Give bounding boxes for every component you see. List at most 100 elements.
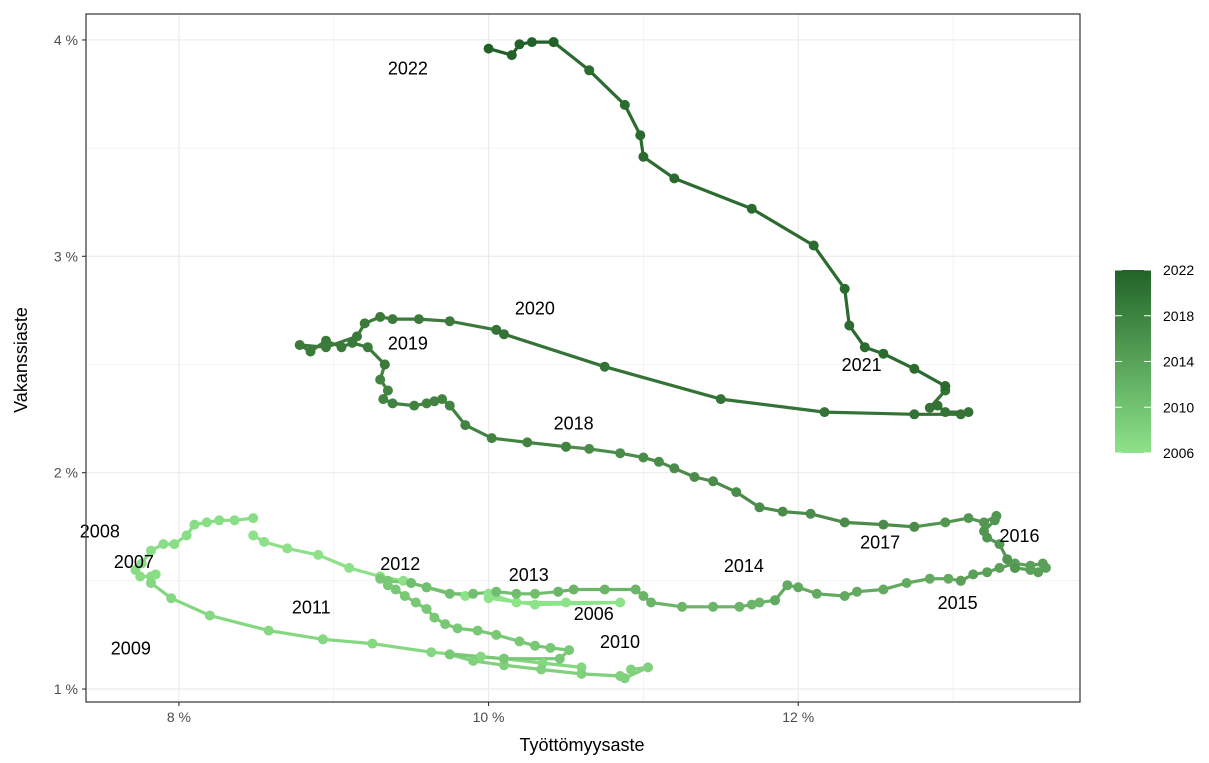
data-point <box>362 342 373 353</box>
data-point <box>526 37 537 48</box>
data-point <box>940 407 951 418</box>
data-point <box>808 240 819 251</box>
y-tick-label: 2 % <box>54 465 78 481</box>
year-label-2012: 2012 <box>380 554 420 574</box>
colorbar-legend: 2006 2010 2014 2018 2022 <box>1115 262 1194 461</box>
data-point <box>530 588 540 599</box>
data-point <box>387 314 398 325</box>
data-point <box>909 521 920 532</box>
data-point <box>615 671 626 681</box>
data-point <box>708 476 719 487</box>
data-point <box>390 584 401 595</box>
data-point <box>878 584 889 595</box>
data-point <box>793 582 804 593</box>
data-point <box>1033 567 1044 578</box>
data-point <box>444 649 455 660</box>
data-point <box>1040 562 1051 573</box>
data-point <box>979 517 989 528</box>
year-label-2022: 2022 <box>388 59 428 79</box>
year-label-2020: 2020 <box>515 299 555 319</box>
data-point <box>429 612 440 623</box>
data-point <box>561 441 571 452</box>
data-point <box>460 420 471 431</box>
colorbar-label: 2018 <box>1163 308 1194 324</box>
data-point <box>746 599 757 610</box>
data-point <box>413 314 424 325</box>
x-tick-label: 10 % <box>473 709 505 725</box>
year-label-2011: 2011 <box>292 597 331 617</box>
data-point <box>994 539 1005 550</box>
data-point <box>352 331 362 342</box>
data-point <box>635 130 646 141</box>
data-point <box>444 400 455 411</box>
data-point <box>491 586 502 597</box>
data-point <box>669 463 680 474</box>
data-point <box>150 569 161 580</box>
data-point <box>878 348 889 359</box>
data-point <box>336 342 347 353</box>
data-point <box>955 575 966 586</box>
data-point <box>805 508 816 519</box>
colorbar-label: 2010 <box>1163 399 1194 415</box>
series-points <box>130 37 1051 684</box>
data-point <box>136 558 147 569</box>
y-axis-title: Vakanssiaste <box>11 307 31 413</box>
data-point <box>615 597 626 608</box>
data-point <box>229 515 240 526</box>
data-point <box>444 588 455 599</box>
data-point <box>282 543 293 554</box>
data-point <box>963 513 974 524</box>
data-point <box>638 151 649 162</box>
colorbar-label: 2014 <box>1163 354 1194 370</box>
data-point <box>839 517 850 528</box>
data-point <box>317 634 328 645</box>
data-point <box>677 601 688 612</box>
data-point <box>146 545 156 556</box>
year-annotations: 2006 2007 2008 2009 2010 2011 2012 2013 2014 2015… <box>80 59 1040 659</box>
data-point <box>564 645 575 656</box>
year-label-2014: 2014 <box>724 556 764 576</box>
data-point <box>514 636 525 647</box>
data-point <box>561 597 571 608</box>
data-point <box>398 575 409 586</box>
data-point <box>844 320 855 331</box>
x-tick-label: 8 % <box>167 709 191 725</box>
data-point <box>375 573 386 584</box>
data-point <box>991 510 1002 521</box>
year-label-2009: 2009 <box>111 638 151 658</box>
y-tick-label: 3 % <box>54 248 78 264</box>
data-point <box>468 588 479 599</box>
data-point <box>530 640 540 651</box>
data-point <box>932 400 943 411</box>
data-point <box>638 591 649 601</box>
data-point <box>859 342 870 353</box>
data-point <box>248 530 259 541</box>
data-point <box>511 597 522 608</box>
data-point <box>483 43 494 54</box>
data-point <box>499 653 509 664</box>
data-point <box>379 359 390 370</box>
data-point <box>839 591 850 601</box>
data-point <box>421 398 432 409</box>
data-point <box>522 437 533 448</box>
data-point <box>530 599 540 610</box>
data-point <box>421 604 432 614</box>
data-point <box>410 597 421 608</box>
data-point <box>746 203 757 214</box>
data-point <box>409 400 420 411</box>
data-point <box>982 567 993 578</box>
grid-layer <box>86 14 1080 702</box>
data-point <box>375 374 386 385</box>
year-label-2010: 2010 <box>600 632 640 652</box>
data-point <box>1010 562 1020 573</box>
data-point <box>475 651 486 662</box>
year-label-2007: 2007 <box>114 552 154 572</box>
data-point <box>406 578 417 588</box>
data-point <box>955 409 966 420</box>
data-point <box>901 578 912 588</box>
data-point <box>754 502 765 513</box>
data-point <box>460 591 471 601</box>
data-point <box>536 664 547 675</box>
